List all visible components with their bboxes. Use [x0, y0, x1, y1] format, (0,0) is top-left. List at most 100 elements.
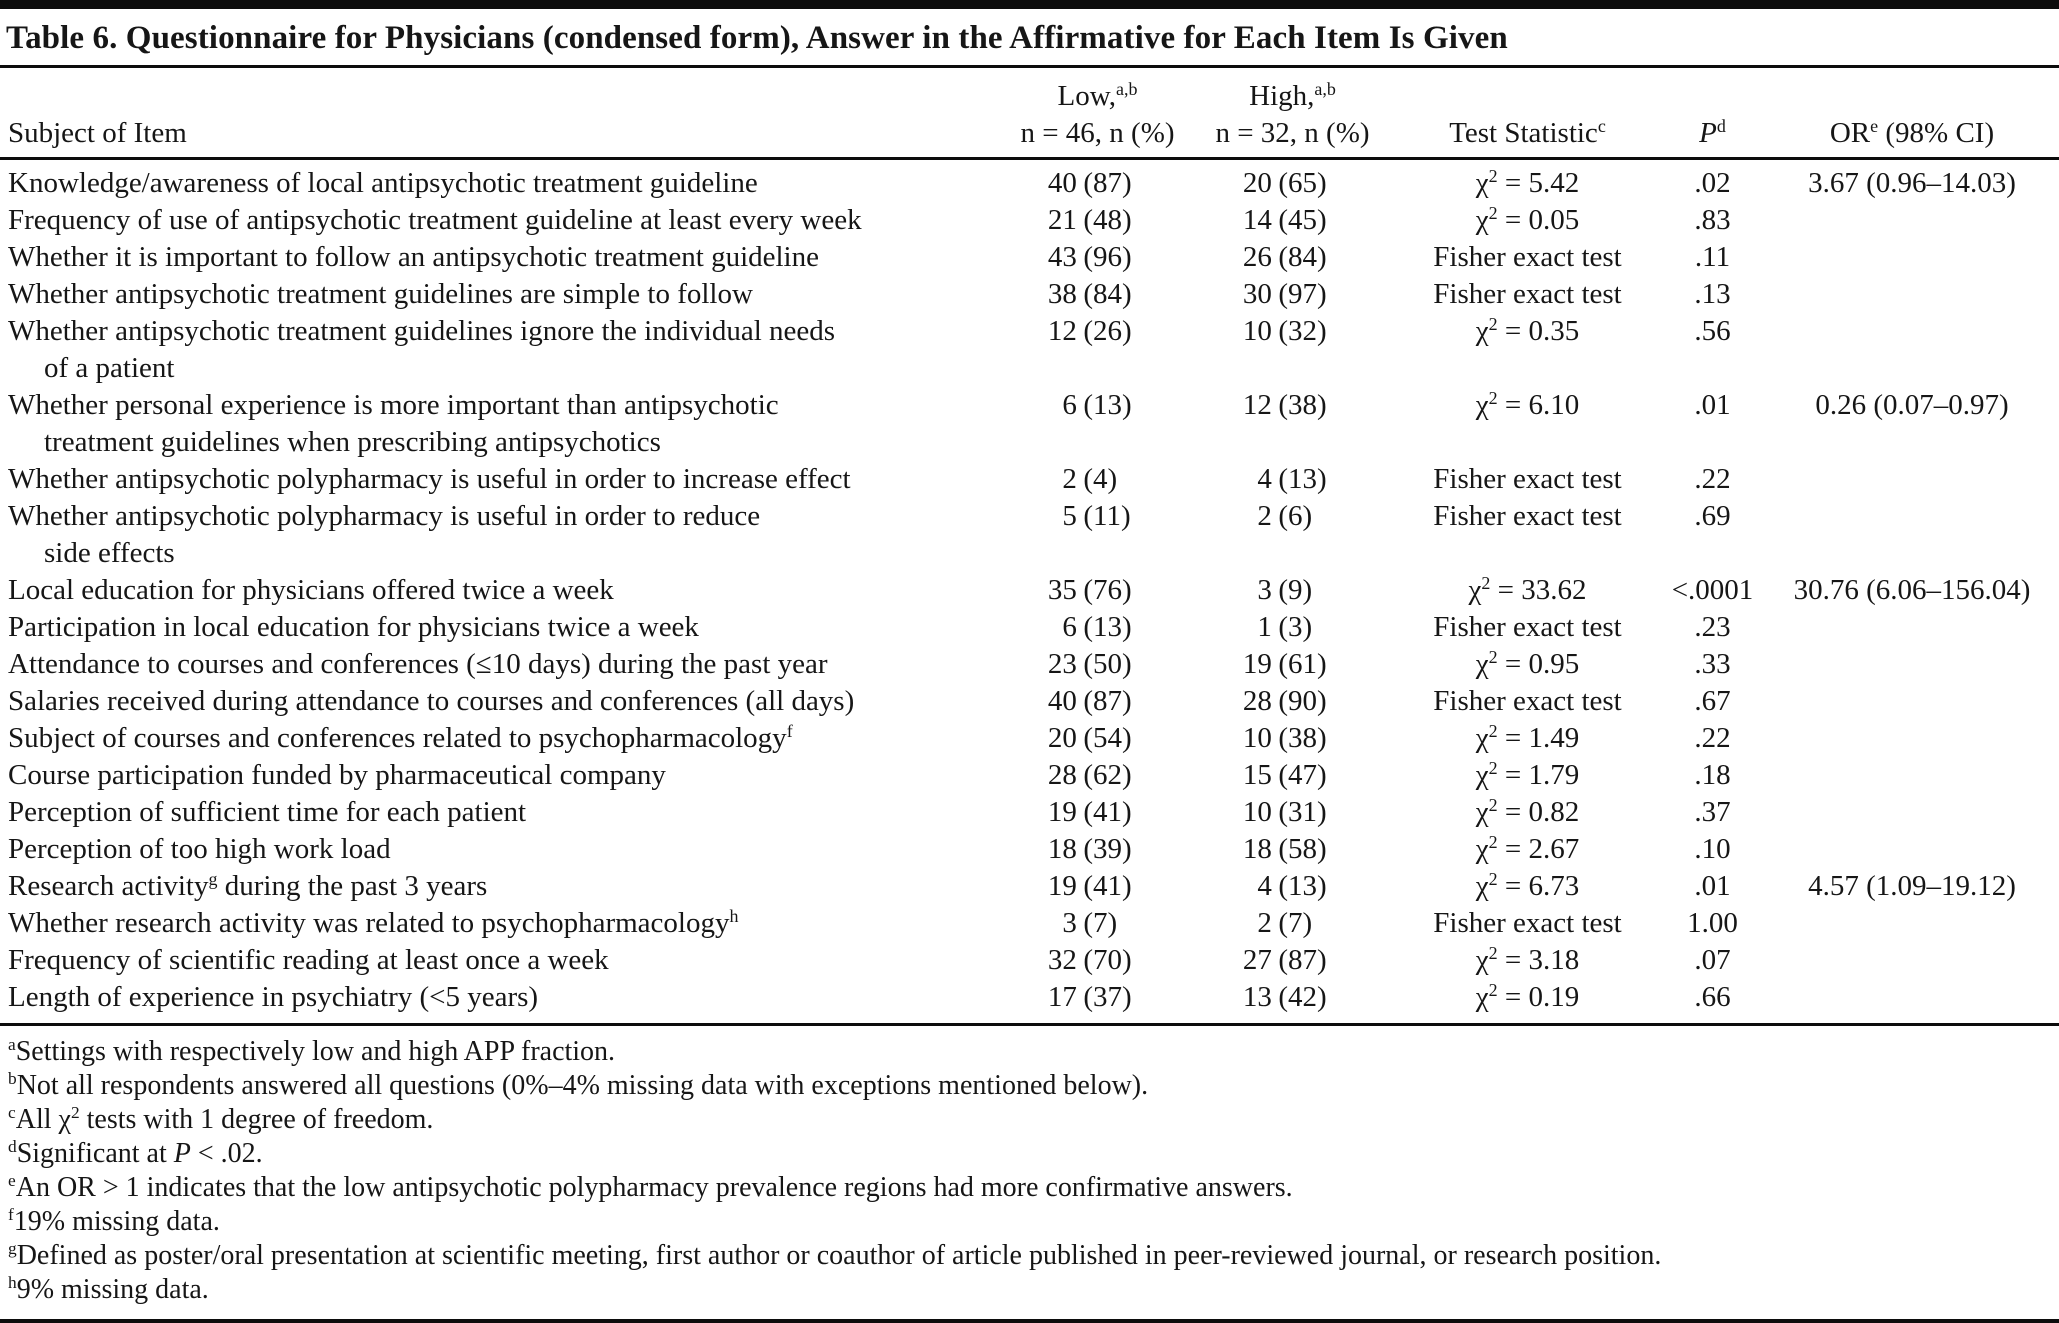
- test-statistic-cell: χ2 = 0.19: [1475, 980, 1580, 1013]
- p-value-cell: 1.00: [1687, 907, 1738, 939]
- test-statistic-cell: χ2 = 5.42: [1475, 166, 1580, 199]
- odds-ratio-cell: 30.76 (6.06–156.04): [1793, 574, 2031, 606]
- odds-ratio-cell: [1765, 683, 2059, 720]
- p-value-cell: .22: [1694, 722, 1731, 754]
- subject-line: Perception of too high work load: [8, 833, 391, 865]
- footnote-e: eAn OR > 1 indicates that the low antips…: [8, 1171, 1293, 1203]
- subject-cell: Whether antipsychotic polypharmacy is us…: [0, 498, 1005, 572]
- table-row: Subject of courses and conferences relat…: [0, 720, 2059, 757]
- p-value-cell: .01: [1694, 389, 1731, 421]
- odds-ratio-cell: [1765, 757, 2059, 794]
- footnote-c: cAll χ2 tests with 1 degree of freedom.: [8, 1103, 434, 1135]
- test-statistic-cell: χ2 = 3.18: [1475, 943, 1580, 976]
- subject-cell: Knowledge/awareness of local antipsychot…: [0, 159, 1005, 203]
- low-count-cell: 28 (62): [1047, 759, 1132, 791]
- subject-cell: Whether antipsychotic treatment guidelin…: [0, 276, 1005, 313]
- p-value-cell: .02: [1694, 167, 1731, 199]
- subject-cell: Whether antipsychotic polypharmacy is us…: [0, 461, 1005, 498]
- odds-ratio-cell: [1765, 942, 2059, 979]
- subject-cell: Frequency of scientific reading at least…: [0, 942, 1005, 979]
- high-count-cell: 10 (32): [1242, 315, 1327, 347]
- high-count-cell: 12 (38): [1242, 389, 1327, 421]
- bottom-rule: [0, 1319, 2059, 1323]
- high-count-cell: 19 (61): [1242, 648, 1327, 680]
- subject-line: Whether research activity was related to…: [8, 906, 739, 939]
- subject-line: Local education for physicians offered t…: [8, 574, 614, 606]
- p-value-cell: .67: [1694, 685, 1731, 717]
- table-row: Whether personal experience is more impo…: [0, 387, 2059, 461]
- table-row: Whether antipsychotic treatment guidelin…: [0, 276, 2059, 313]
- odds-ratio-cell: [1765, 202, 2059, 239]
- low-count-cell: 18 (39): [1047, 833, 1132, 865]
- odds-ratio-cell: [1765, 720, 2059, 757]
- subject-cell: Perception of sufficient time for each p…: [0, 794, 1005, 831]
- table-row: Whether research activity was related to…: [0, 905, 2059, 942]
- low-count-cell: 3 (7): [1062, 907, 1118, 939]
- footnote-marker: h: [8, 1273, 17, 1293]
- table-row: Course participation funded by pharmaceu…: [0, 757, 2059, 794]
- test-statistic-cell: Fisher exact test: [1433, 278, 1622, 310]
- low-count-cell: 17 (37): [1047, 981, 1132, 1013]
- odds-ratio-cell: [1765, 239, 2059, 276]
- p-value-cell: .11: [1694, 241, 1731, 273]
- table-row: Attendance to courses and conferences (≤…: [0, 646, 2059, 683]
- footnote-f: f19% missing data.: [8, 1205, 220, 1237]
- odds-ratio-cell: 4.57 (1.09–19.12): [1808, 870, 2016, 902]
- low-count-cell: 6 (13): [1062, 611, 1132, 643]
- subject-line: Frequency of use of antipsychotic treatm…: [8, 204, 862, 236]
- p-value-cell: .37: [1694, 796, 1731, 828]
- table-row: Frequency of scientific reading at least…: [0, 942, 2059, 979]
- high-count-cell: 10 (38): [1242, 722, 1327, 754]
- low-count-cell: 19 (41): [1047, 796, 1132, 828]
- subject-line: Participation in local education for phy…: [8, 611, 699, 643]
- footnote-marker: b: [8, 1069, 17, 1089]
- low-count-cell: 35 (76): [1047, 574, 1132, 606]
- subject-line: Whether it is important to follow an ant…: [8, 241, 819, 273]
- footnote-d: dSignificant at P < .02.: [8, 1137, 263, 1169]
- col-header-odds-ratio: ORe (98% CI): [1765, 68, 2059, 160]
- p-value-cell: .23: [1694, 611, 1731, 643]
- low-count-cell: 12 (26): [1047, 315, 1132, 347]
- table-row: Length of experience in psychiatry (<5 y…: [0, 979, 2059, 1023]
- test-statistic-cell: χ2 = 2.67: [1475, 832, 1580, 865]
- subject-cell: Attendance to courses and conferences (≤…: [0, 646, 1005, 683]
- subject-line: Whether antipsychotic polypharmacy is us…: [8, 463, 851, 495]
- table-row: Frequency of use of antipsychotic treatm…: [0, 202, 2059, 239]
- odds-ratio-cell: 3.67 (0.96–14.03): [1808, 167, 2016, 199]
- odds-ratio-cell: 0.26 (0.07–0.97): [1815, 389, 2009, 421]
- subject-cell: Salaries received during attendance to c…: [0, 683, 1005, 720]
- footnote-marker: f: [8, 1205, 14, 1225]
- test-statistic-cell: χ2 = 33.62: [1468, 573, 1587, 606]
- test-statistic-cell: Fisher exact test: [1433, 500, 1622, 532]
- odds-ratio-cell: [1765, 794, 2059, 831]
- high-count-cell: 26 (84): [1242, 241, 1327, 273]
- subject-line: Research activityg during the past 3 yea…: [8, 869, 488, 902]
- odds-ratio-cell: [1765, 646, 2059, 683]
- subject-line: Whether antipsychotic polypharmacy is us…: [8, 500, 761, 532]
- subject-cell: Subject of courses and conferences relat…: [0, 720, 1005, 757]
- table-title: Table 6. Questionnaire for Physicians (c…: [6, 20, 1508, 56]
- low-count-cell: 2 (4): [1062, 463, 1118, 495]
- table-header: Subject of Item Low,a,b n = 46, n (%) Hi…: [0, 68, 2059, 160]
- high-count-cell: 20 (65): [1242, 167, 1327, 199]
- low-count-cell: 40 (87): [1047, 685, 1132, 717]
- high-count-cell: 4 (13): [1257, 870, 1327, 902]
- low-count-cell: 6 (13): [1062, 389, 1132, 421]
- col-header-low-n-label: n = 46, n (%): [1020, 117, 1175, 149]
- odds-ratio-cell: [1765, 905, 2059, 942]
- subject-cell: Frequency of use of antipsychotic treatm…: [0, 202, 1005, 239]
- low-count-cell: 23 (50): [1047, 648, 1132, 680]
- high-count-cell: 2 (7): [1257, 907, 1313, 939]
- table-row: Salaries received during attendance to c…: [0, 683, 2059, 720]
- table-row: Research activityg during the past 3 yea…: [0, 868, 2059, 905]
- subject-cell: Whether antipsychotic treatment guidelin…: [0, 313, 1005, 387]
- table-row: Whether antipsychotic treatment guidelin…: [0, 313, 2059, 387]
- low-count-cell: 19 (41): [1047, 870, 1132, 902]
- low-count-cell: 40 (87): [1047, 167, 1132, 199]
- high-count-cell: 10 (31): [1242, 796, 1327, 828]
- col-header-low: Low,a,b n = 46, n (%): [1005, 68, 1190, 160]
- subject-cell: Course participation funded by pharmaceu…: [0, 757, 1005, 794]
- table-row: Knowledge/awareness of local antipsychot…: [0, 159, 2059, 203]
- p-value-cell: .66: [1694, 981, 1731, 1013]
- subject-line: Salaries received during attendance to c…: [8, 685, 855, 717]
